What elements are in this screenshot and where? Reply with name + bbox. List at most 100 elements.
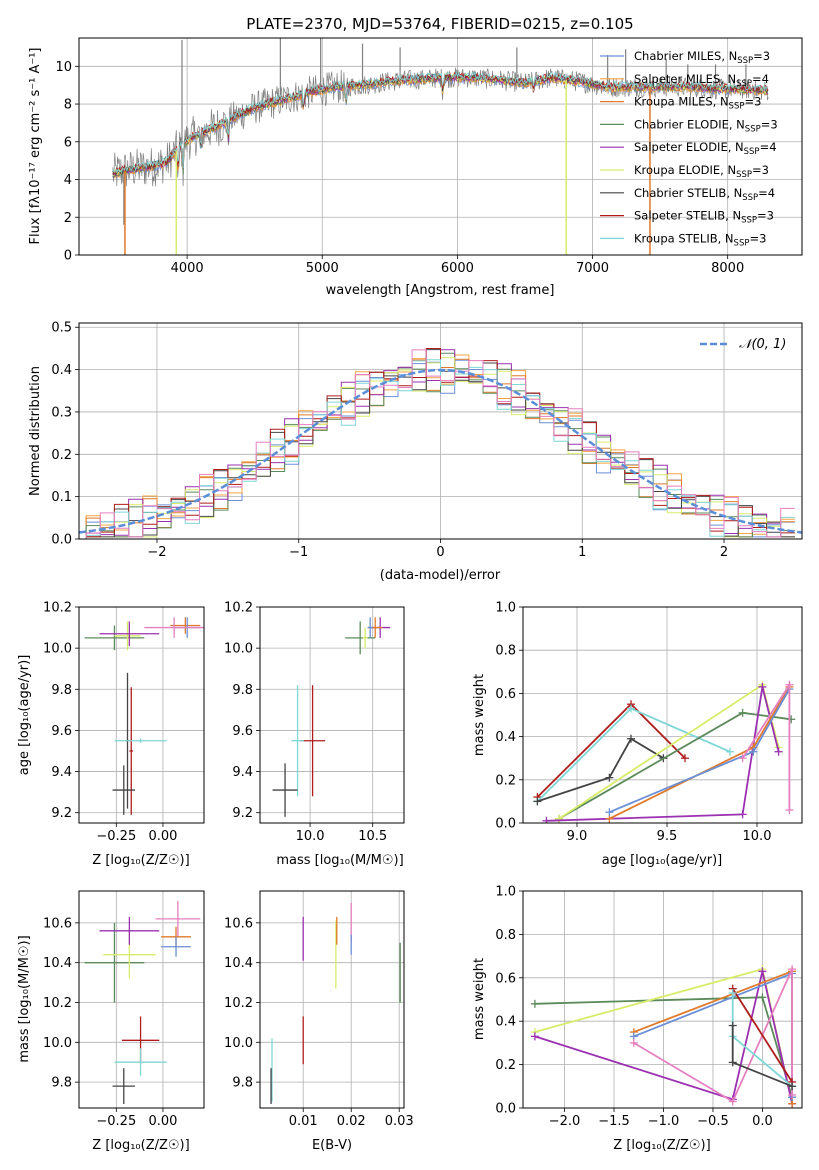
mass-weight-line <box>534 971 793 1104</box>
x-axis-label: age [log₁₀(age/yr)] <box>602 853 723 868</box>
x-tick-label: 1 <box>578 545 586 560</box>
x-tick-label: −0.25 <box>96 1114 136 1129</box>
x-axis-label: (data-model)/error <box>380 568 501 583</box>
y-tick-label: 9.8 <box>232 1076 253 1091</box>
x-tick-label: 10.0 <box>743 829 772 844</box>
x-tick-label: 9.0 <box>567 829 588 844</box>
y-axis-label: mass weight <box>472 958 487 1040</box>
x-tick-label: −1.5 <box>598 1114 630 1129</box>
age-vs-mass-panel: 10.0 10.5 9.2 9.4 9.6 9.8 10.0 10.2 mass [log₁₀… <box>224 601 405 868</box>
normal-distribution-curve <box>79 368 802 534</box>
residuals-ticks: −2 −1 0 1 2 0.0 0.1 0.2 0.3 0.4 0.5 <box>51 321 728 560</box>
spectrum-ticks: 4000 5000 6000 7000 8000 0 2 4 6 8 10 <box>55 60 744 276</box>
x-axis-label: mass [log₁₀(M/M☉)] <box>276 853 403 868</box>
y-tick-label: 9.8 <box>51 1076 72 1091</box>
y-tick-label: 0.8 <box>495 644 516 659</box>
y-tick-label: 8 <box>64 98 72 113</box>
x-axis-label: Z [log₁₀(Z/Z☉)] <box>613 1138 710 1153</box>
y-tick-label: 0.4 <box>495 1015 516 1030</box>
x-tick-label: 8000 <box>711 261 744 276</box>
y-tick-label: 0.1 <box>51 490 72 505</box>
y-tick-label: 6 <box>64 135 72 150</box>
y-tick-label: 10 <box>55 60 72 75</box>
x-tick-label: −2 <box>147 545 166 560</box>
y-tick-label: 10.2 <box>224 601 253 616</box>
legend-entry: Chabrier STELIB, NSSP=4 <box>634 186 775 203</box>
chart-title: PLATE=2370, MJD=53764, FIBERID=0215, z=0… <box>246 15 633 33</box>
y-tick-label: 10.0 <box>224 642 253 657</box>
legend-entry: Chabrier ELODIE, NSSP=3 <box>634 117 778 134</box>
y-tick-label: 1.0 <box>495 885 516 900</box>
y-tick-label: 9.6 <box>51 724 72 739</box>
y-tick-label: 0.5 <box>51 321 72 336</box>
x-tick-label: 0.01 <box>289 1114 318 1129</box>
spectrum-plot-area <box>112 38 769 255</box>
y-tick-label: 0.3 <box>51 405 72 420</box>
age-vs-mass-frame <box>259 606 405 824</box>
spectrum-axes-frame <box>78 37 803 256</box>
y-tick-label: 10.2 <box>43 996 72 1011</box>
x-tick-label: 10.0 <box>296 829 325 844</box>
y-tick-label: 10.6 <box>224 916 253 931</box>
y-tick-label: 2 <box>64 211 72 226</box>
x-tick-label: −1.0 <box>648 1114 680 1129</box>
x-tick-label: 10.5 <box>358 829 387 844</box>
y-tick-label: 9.4 <box>232 765 253 780</box>
residuals-plot-area <box>79 348 802 539</box>
y-tick-label: 4 <box>64 173 72 188</box>
y-tick-label: 0.0 <box>495 817 516 832</box>
y-tick-label: 10.2 <box>43 601 72 616</box>
mass-weight-line <box>609 686 791 820</box>
mass-weight-line <box>536 707 731 803</box>
y-axis-label: Flux [fλ10⁻¹⁷ erg cm⁻² s⁻¹ A⁻¹] <box>28 48 43 245</box>
y-tick-label: 0.2 <box>495 773 516 788</box>
y-tick-label: 10.4 <box>43 956 72 971</box>
y-tick-label: 1.0 <box>495 601 516 616</box>
y-tick-label: 10.0 <box>43 1036 72 1051</box>
y-axis-label: Normed distribution <box>28 366 43 496</box>
y-tick-label: 10.0 <box>224 1036 253 1051</box>
y-tick-label: 9.8 <box>232 683 253 698</box>
legend-entry: Kroupa MILES, NSSP=3 <box>634 95 761 112</box>
model-spectrum-line <box>112 70 768 174</box>
mass-weight-line <box>731 988 793 1083</box>
age-vs-metallicity-frame <box>78 606 205 824</box>
x-tick-label: 4000 <box>171 261 204 276</box>
weight-vs-metallicity-panel: −2.0 −1.5 −1.0 −0.5 0.0 0.0 0.2 0.4 0.6 0.8 1.0 Z … <box>472 885 803 1153</box>
y-tick-label: 0 <box>64 249 72 264</box>
mass-vs-extinction-panel: 0.01 0.02 0.03 9.8 10.0 10.2 10.4 10.6 E(B-V) <box>224 890 414 1153</box>
y-tick-label: 0.6 <box>495 971 516 986</box>
y-tick-label: 9.6 <box>232 724 253 739</box>
y-tick-label: 9.2 <box>51 806 72 821</box>
x-tick-label: 6000 <box>441 261 474 276</box>
y-tick-label: 0.4 <box>51 363 72 378</box>
legend-entry: Chabrier MILES, NSSP=3 <box>634 49 770 66</box>
y-tick-label: 10.2 <box>224 996 253 1011</box>
y-axis-label: age [log₁₀(age/yr)] <box>17 655 32 776</box>
residuals-legend: 𝒩(0, 1) <box>700 337 786 352</box>
age-vs-metallicity-panel: −0.25 0.00 9.2 9.4 9.6 9.8 10.0 10.2 Z [log₁₀(Z… <box>17 601 205 868</box>
x-tick-label: 0.0 <box>752 1114 773 1129</box>
x-axis-label: Z [log₁₀(Z/Z☉)] <box>92 853 189 868</box>
x-axis-label: wavelength [Angstrom, rest frame] <box>326 283 555 298</box>
mass-vs-metallicity-frame <box>78 890 205 1109</box>
x-tick-label: 2 <box>720 545 728 560</box>
y-tick-label: 0.0 <box>51 533 72 548</box>
y-tick-label: 0.0 <box>495 1102 516 1117</box>
residuals-panel: −2 −1 0 1 2 0.0 0.1 0.2 0.3 0.4 0.5 (data-model)/e… <box>28 321 803 583</box>
weight-vs-age-panel: 9.0 9.5 10.0 0.0 0.2 0.4 0.6 0.8 1.0 age [log₁₀(… <box>472 601 803 868</box>
legend-entry: Kroupa STELIB, NSSP=3 <box>634 231 766 248</box>
legend-entry: Salpeter ELODIE, NSSP=4 <box>634 140 777 157</box>
x-tick-label: −0.5 <box>697 1114 729 1129</box>
x-tick-label: 0.00 <box>148 1114 177 1129</box>
y-tick-label: 0.8 <box>495 928 516 943</box>
legend-entry: Kroupa ELODIE, NSSP=3 <box>634 163 769 180</box>
x-tick-label: 0 <box>436 545 444 560</box>
y-tick-label: 9.8 <box>51 683 72 698</box>
x-tick-label: 9.5 <box>657 829 678 844</box>
x-axis-label: Z [log₁₀(Z/Z☉)] <box>92 1138 189 1153</box>
x-tick-label: 0.02 <box>337 1114 366 1129</box>
spectrum-panel: PLATE=2370, MJD=53764, FIBERID=0215, z=0… <box>28 15 803 298</box>
mass-weight-line <box>537 737 664 803</box>
legend-entry: Salpeter MILES, NSSP=4 <box>634 72 769 89</box>
